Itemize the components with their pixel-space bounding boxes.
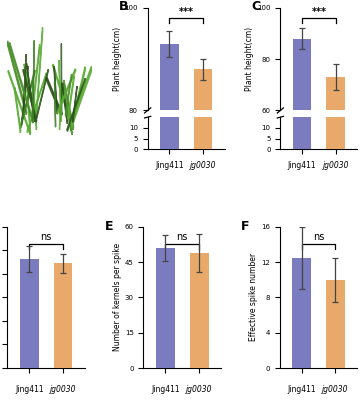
Bar [156, 248, 175, 368]
Polygon shape [14, 88, 21, 133]
Text: C: C [251, 0, 260, 13]
Polygon shape [46, 77, 62, 116]
Polygon shape [73, 86, 77, 122]
Text: ***: *** [179, 7, 193, 17]
Y-axis label: Plant height(cm): Plant height(cm) [113, 27, 122, 91]
Polygon shape [71, 66, 92, 126]
Text: Jing411: Jing411 [287, 385, 316, 394]
Text: A: A [8, 12, 17, 25]
Polygon shape [62, 83, 68, 124]
Text: ns: ns [40, 232, 52, 242]
Text: Jing411: Jing411 [155, 161, 184, 170]
Text: Jing411: Jing411 [15, 385, 44, 394]
Polygon shape [54, 66, 57, 114]
Polygon shape [61, 83, 73, 135]
Text: E: E [104, 220, 113, 233]
Text: jg0030: jg0030 [322, 161, 349, 170]
Bar [293, 39, 311, 264]
Polygon shape [65, 74, 72, 116]
Bar [190, 253, 209, 368]
Polygon shape [24, 64, 36, 123]
Polygon shape [63, 80, 74, 130]
Bar [326, 0, 345, 149]
Text: jg0030: jg0030 [50, 385, 76, 394]
Polygon shape [8, 70, 30, 134]
Polygon shape [7, 41, 27, 115]
Polygon shape [70, 67, 86, 131]
Bar [194, 0, 212, 149]
Polygon shape [9, 42, 33, 122]
Bar [326, 280, 345, 368]
Polygon shape [27, 89, 30, 135]
Polygon shape [23, 69, 37, 122]
Polygon shape [33, 40, 34, 123]
Polygon shape [26, 64, 35, 122]
Polygon shape [36, 27, 43, 119]
Polygon shape [23, 54, 26, 119]
Text: jg0030: jg0030 [322, 385, 349, 394]
Polygon shape [32, 44, 40, 118]
Bar [54, 263, 72, 368]
Bar [293, 0, 311, 149]
Y-axis label: Plant height(cm): Plant height(cm) [245, 27, 255, 91]
Bar [194, 70, 212, 400]
Text: 10cm: 10cm [25, 9, 40, 14]
Polygon shape [55, 80, 56, 127]
Text: B: B [118, 0, 128, 13]
Y-axis label: Number of kernels per spike: Number of kernels per spike [113, 243, 122, 352]
Text: Jing411: Jing411 [151, 385, 180, 394]
Y-axis label: Effective spike number: Effective spike number [249, 253, 258, 342]
Text: jg0030: jg0030 [186, 385, 213, 394]
Text: ns: ns [313, 232, 324, 242]
Polygon shape [60, 87, 61, 130]
Text: ***: *** [312, 7, 326, 17]
Bar [20, 258, 39, 368]
Polygon shape [53, 64, 69, 116]
Polygon shape [36, 69, 48, 119]
Text: Jing411: Jing411 [288, 161, 317, 170]
Polygon shape [59, 60, 61, 122]
Bar [160, 44, 179, 400]
Polygon shape [20, 70, 35, 128]
Text: Jing411: Jing411 [17, 139, 40, 144]
Polygon shape [27, 73, 47, 132]
Text: ns: ns [177, 232, 188, 242]
Text: jg0030: jg0030 [53, 139, 75, 144]
Polygon shape [25, 67, 37, 118]
Polygon shape [68, 76, 74, 120]
Bar [160, 0, 179, 149]
Text: jg0030: jg0030 [190, 161, 216, 170]
Polygon shape [71, 86, 82, 128]
Polygon shape [21, 66, 28, 125]
Polygon shape [32, 81, 37, 130]
Polygon shape [57, 69, 76, 114]
Polygon shape [67, 78, 86, 131]
Bar [326, 77, 345, 264]
Text: F: F [241, 220, 249, 233]
Bar [292, 258, 311, 368]
